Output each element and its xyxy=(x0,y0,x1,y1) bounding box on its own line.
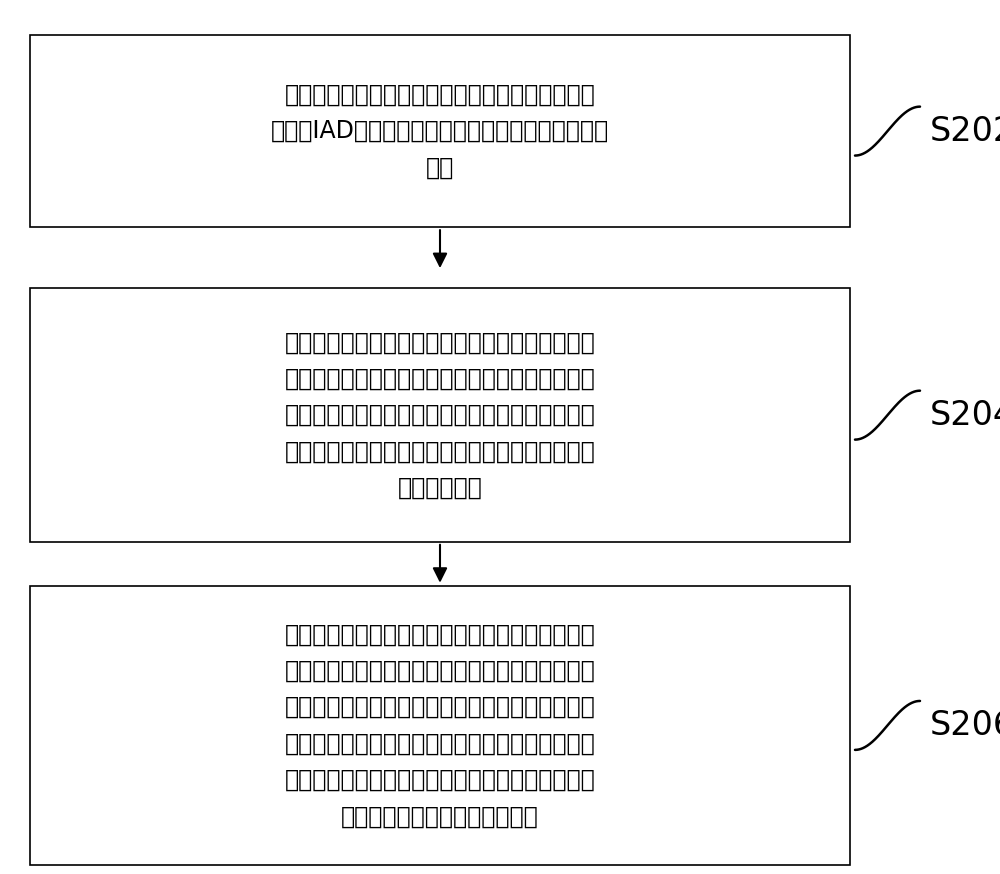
Text: S206: S206 xyxy=(930,709,1000,742)
Text: S204: S204 xyxy=(930,399,1000,432)
Bar xyxy=(30,586,850,865)
Text: S202: S202 xyxy=(930,114,1000,148)
Text: 接收告警信息，其中，告警信息用于指示与集成接
入设备IAD连接的至少一个无线网络信道中存在信号
干扰: 接收告警信息，其中，告警信息用于指示与集成接 入设备IAD连接的至少一个无线网络… xyxy=(271,83,609,179)
Bar xyxy=(30,288,850,542)
Bar xyxy=(30,35,850,227)
Text: 对告警信息进行解析，得到信号质量评估参数，其
中，信号质量评估参数用于评估无线网络信道的信
号质量，信号质量评估参数至少包括：接收信号强
度、信道干扰比和时间戟: 对告警信息进行解析，得到信号质量评估参数，其 中，信号质量评估参数用于评估无线网… xyxy=(285,330,595,500)
Text: 采用故障模式预测模型对信号质量评估参数进行分
析处理，得到信号质量评估参数的输出结果，其中
，输出结果为无线网络信道的故障模式，故障模式
用于指示所无线网络信道: 采用故障模式预测模型对信号质量评估参数进行分 析处理，得到信号质量评估参数的输出… xyxy=(285,622,595,829)
